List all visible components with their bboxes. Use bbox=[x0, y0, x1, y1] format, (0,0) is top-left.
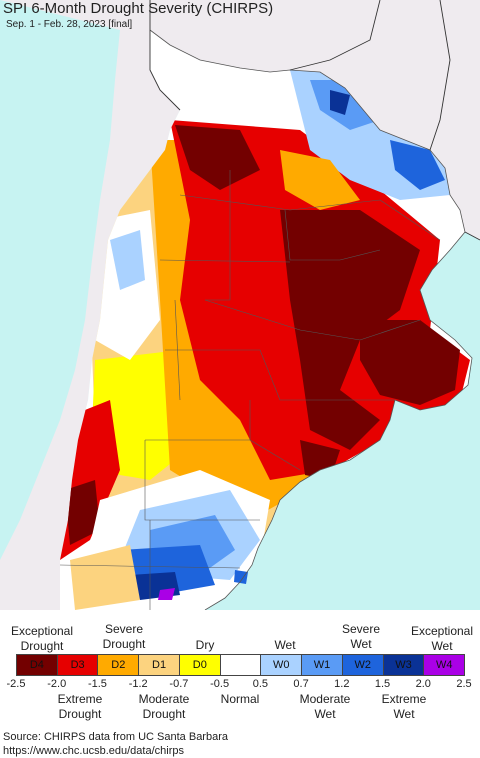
legend-tick: 1.5 bbox=[374, 678, 391, 690]
legend-label-extreme-drought: Extreme Drought bbox=[57, 692, 103, 721]
national-borders bbox=[149, 0, 480, 241]
legend-cell-w3: W3 bbox=[382, 654, 425, 676]
source-credit: Source: CHIRPS data from UC Santa Barbar… bbox=[3, 730, 228, 758]
legend-label-moderate-drought: Moderate Drought bbox=[138, 692, 190, 721]
province-borders bbox=[59, 170, 441, 610]
legend-cell-d1: D1 bbox=[138, 654, 180, 676]
source-url: https://www.chc.ucsb.edu/data/chirps bbox=[3, 745, 184, 757]
legend-label-severe-drought: Severe Drought bbox=[102, 622, 146, 651]
outside-land-north bbox=[150, 0, 480, 240]
drought-map bbox=[0, 0, 480, 610]
legend-tick: -2.5 bbox=[6, 678, 26, 690]
legend-cell-d3: D3 bbox=[56, 654, 99, 676]
legend-cell-d4: D4 bbox=[16, 654, 58, 676]
page-title: SPI 6-Month Drought Severity (CHIRPS) bbox=[3, 0, 274, 17]
legend-colorbar: D4 D3 D2 D1 D0 W0 W1 W2 W3 W4 bbox=[16, 654, 466, 676]
legend: Exceptional Drought Severe Drought Dry Wet… bbox=[0, 614, 480, 724]
legend-cell-d0: D0 bbox=[178, 654, 221, 676]
legend-label-extreme-wet: Extreme Wet bbox=[381, 692, 427, 721]
legend-cell-normal bbox=[219, 654, 262, 676]
outside-land-west bbox=[0, 0, 180, 610]
map-svg bbox=[0, 0, 480, 610]
legend-tick: 1.2 bbox=[334, 678, 350, 690]
legend-label-wet: Wet bbox=[274, 638, 296, 652]
legend-label-moderate-wet: Moderate Wet bbox=[299, 692, 351, 721]
legend-label-exceptional-drought: Exceptional Drought bbox=[10, 624, 74, 653]
legend-tick: -1.5 bbox=[87, 678, 107, 690]
legend-tick: 2.5 bbox=[456, 678, 472, 690]
legend-tick: -0.7 bbox=[169, 678, 189, 690]
legend-tick: 0.5 bbox=[252, 678, 269, 690]
legend-tick: 2.0 bbox=[415, 678, 431, 690]
legend-label-severe-wet: Severe Wet bbox=[341, 622, 381, 651]
legend-label-dry: Dry bbox=[195, 638, 215, 652]
legend-cell-w0: W0 bbox=[260, 654, 303, 676]
legend-label-exceptional-wet: Exceptional Wet bbox=[410, 624, 474, 653]
legend-cell-w1: W1 bbox=[301, 654, 343, 676]
legend-cell-w4: W4 bbox=[423, 654, 466, 676]
legend-cell-d2: D2 bbox=[97, 654, 140, 676]
legend-tick: -0.5 bbox=[210, 678, 230, 690]
coastline bbox=[149, 29, 473, 610]
legend-tick: -1.2 bbox=[128, 678, 148, 690]
source-line: Source: CHIRPS data from UC Santa Barbar… bbox=[3, 731, 228, 743]
legend-label-normal: Normal bbox=[220, 692, 260, 706]
legend-cell-w2: W2 bbox=[341, 654, 384, 676]
island bbox=[234, 570, 248, 584]
legend-tick: -2.0 bbox=[47, 678, 67, 690]
legend-tick: 0.7 bbox=[293, 678, 309, 690]
page-subtitle: Sep. 1 - Feb. 28, 2023 [final] bbox=[6, 19, 133, 30]
